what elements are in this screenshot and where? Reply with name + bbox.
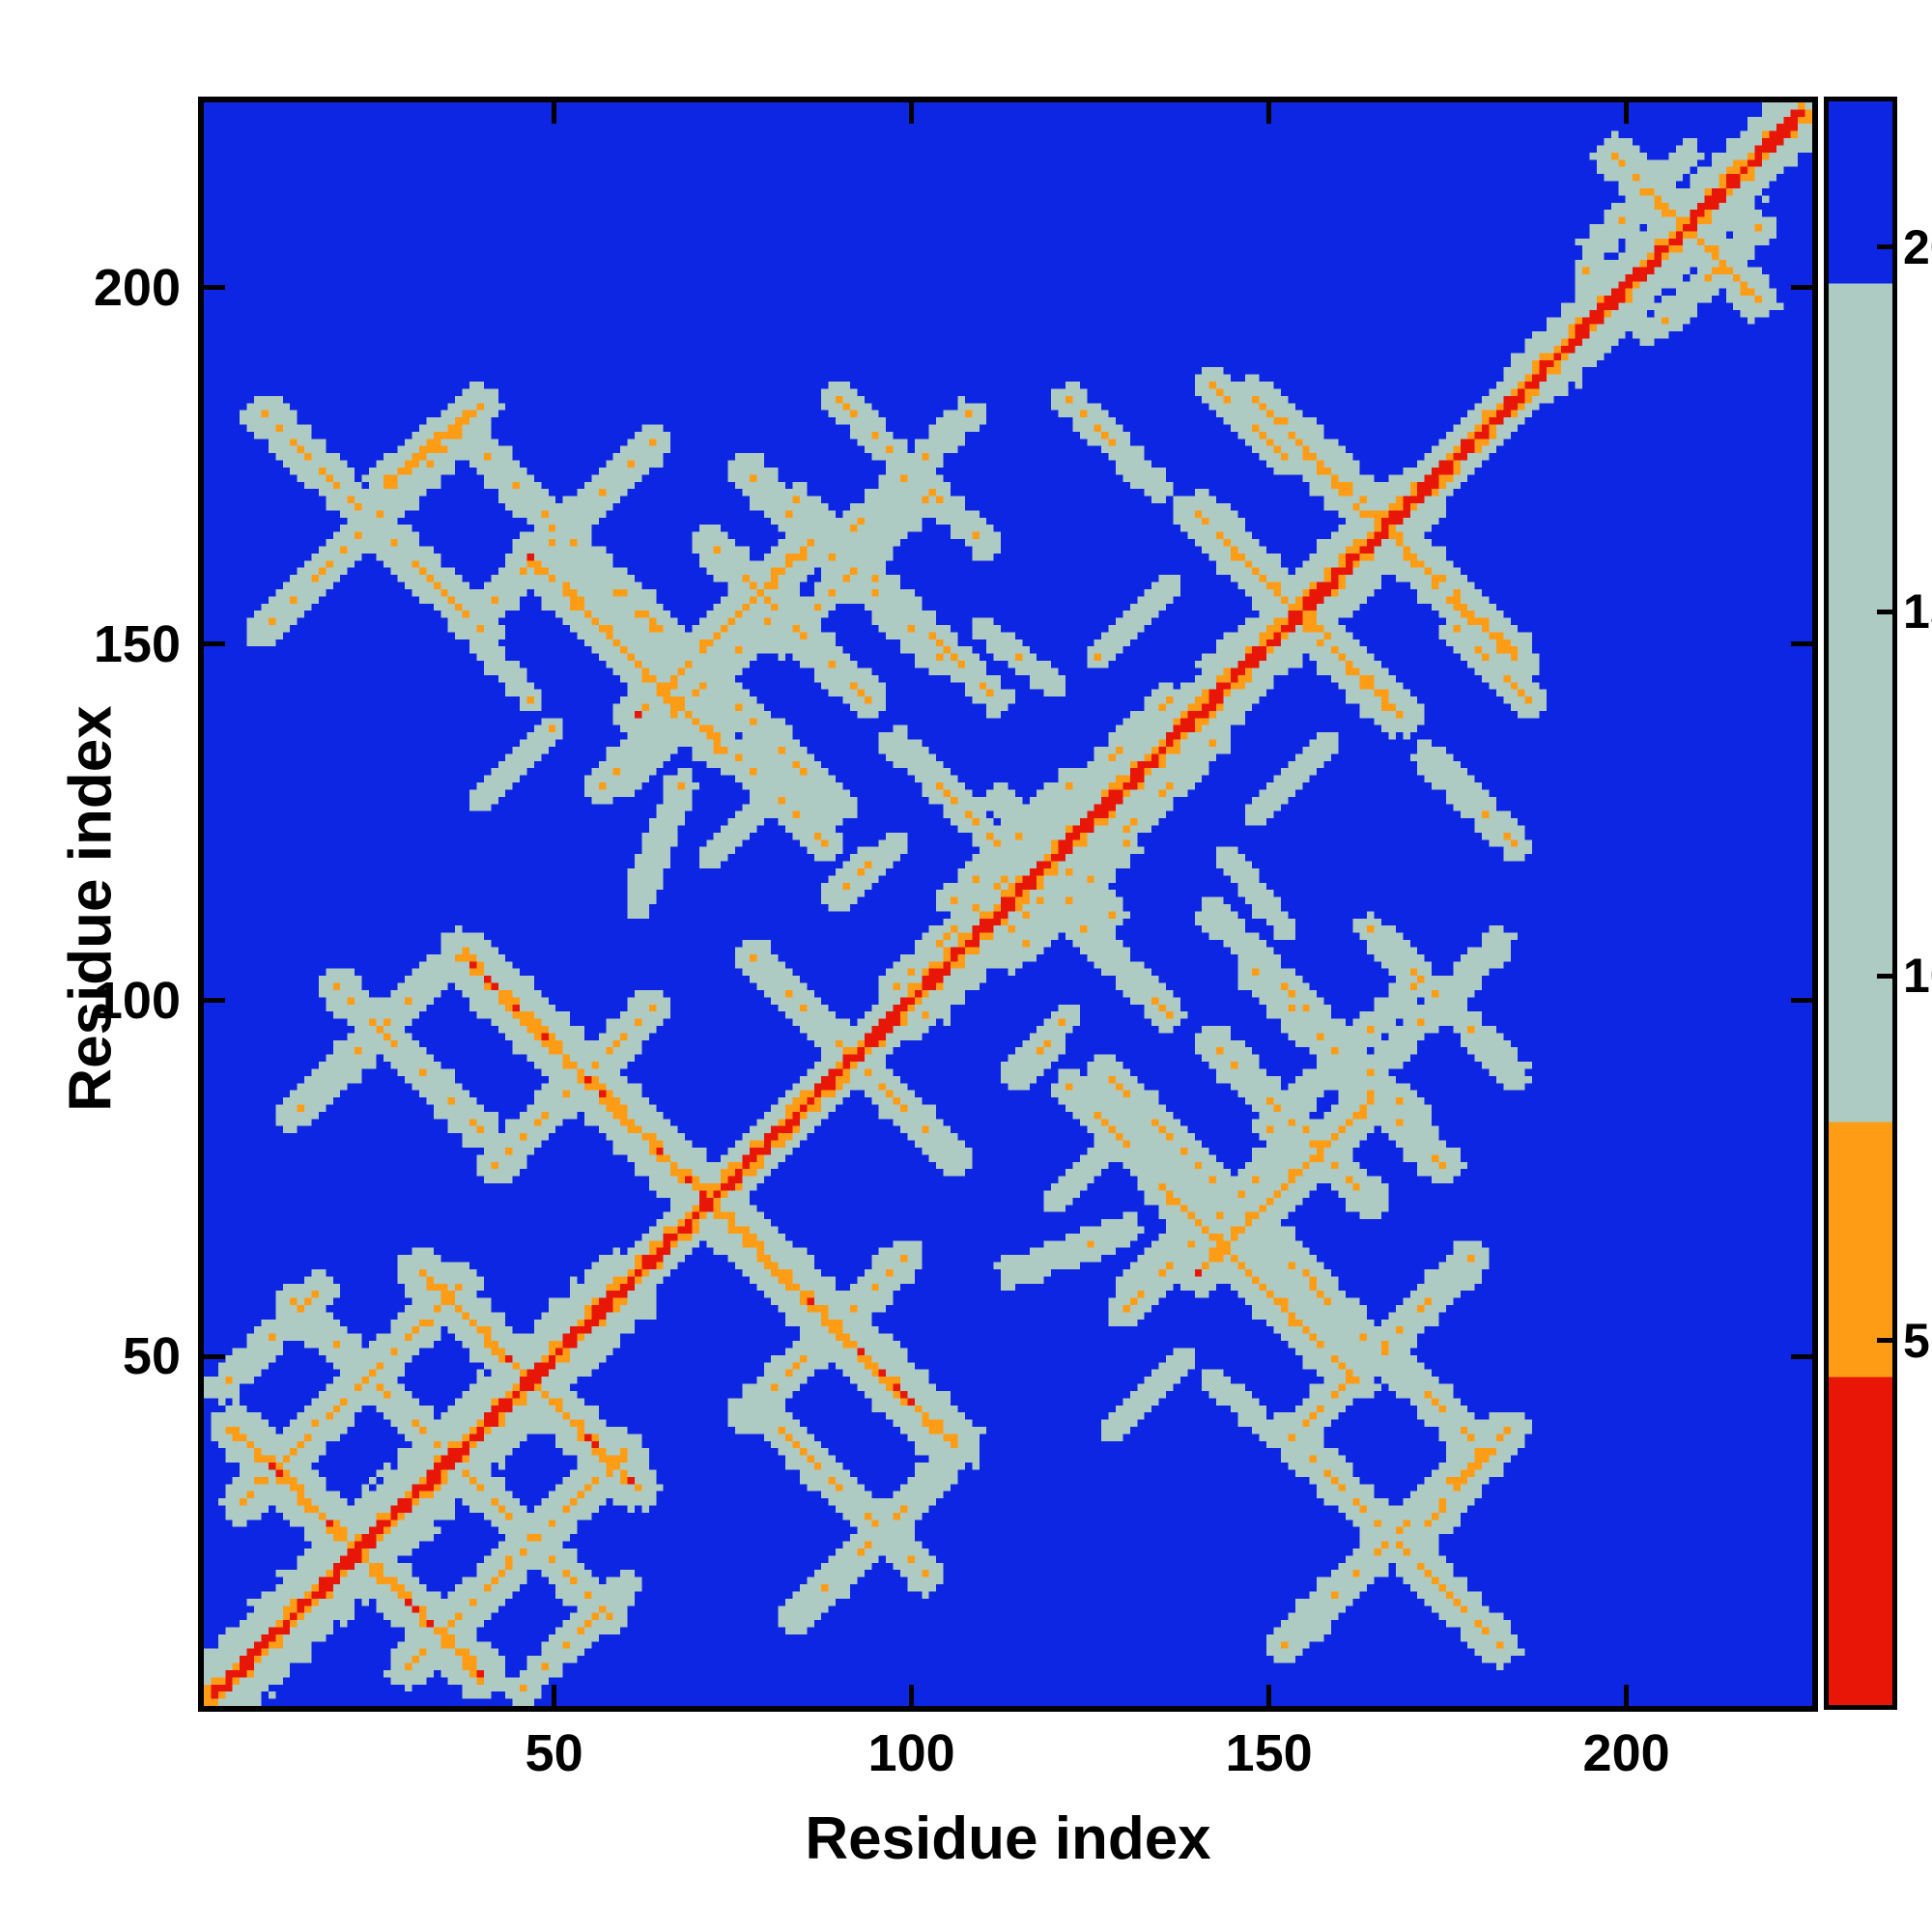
- y-tick-label: 50: [122, 1327, 181, 1386]
- y-axis-label: Residue index: [57, 705, 125, 1112]
- x-axis-label: Residue index: [805, 1805, 1211, 1872]
- colorbar: [1824, 97, 1897, 1710]
- heatmap-canvas: [204, 102, 1812, 1706]
- y-tick-label: 200: [93, 258, 181, 317]
- x-tickmark-bottom: [552, 1685, 557, 1706]
- colorbar-tick-label: 10: [1903, 949, 1932, 1004]
- x-tick-label: 200: [1582, 1724, 1670, 1782]
- y-tickmark-left: [204, 998, 225, 1004]
- x-tick-label: 50: [525, 1724, 583, 1782]
- y-tick-label: 100: [93, 971, 181, 1030]
- colorbar-tick-label: 5: [1903, 1313, 1930, 1368]
- colorbar-tickmark: [1877, 244, 1892, 250]
- x-tickmark-top: [552, 102, 557, 124]
- y-tickmark-right: [1791, 641, 1812, 647]
- x-tickmark-top: [1266, 102, 1272, 124]
- y-tickmark-right: [1791, 285, 1812, 291]
- x-tickmark-bottom: [909, 1685, 915, 1706]
- colorbar-tick-label: 15: [1903, 584, 1932, 639]
- x-tickmark-bottom: [1624, 1685, 1630, 1706]
- colorbar-tick-label: 20: [1903, 219, 1932, 274]
- y-tick-label: 150: [93, 614, 181, 673]
- x-tick-label: 150: [1225, 1724, 1313, 1782]
- y-tickmark-left: [204, 285, 225, 291]
- y-tickmark-left: [204, 641, 225, 647]
- x-tick-label: 100: [867, 1724, 955, 1782]
- plot-area: [198, 97, 1818, 1712]
- x-tickmark-top: [1624, 102, 1630, 124]
- x-tickmark-top: [909, 102, 915, 124]
- y-tickmark-left: [204, 1353, 225, 1359]
- colorbar-tickmark: [1877, 1338, 1892, 1344]
- x-tickmark-bottom: [1266, 1685, 1272, 1706]
- colorbar-tickmark: [1877, 973, 1892, 979]
- y-tickmark-right: [1791, 1353, 1812, 1359]
- colorbar-tickmark: [1877, 609, 1892, 614]
- y-tickmark-right: [1791, 998, 1812, 1004]
